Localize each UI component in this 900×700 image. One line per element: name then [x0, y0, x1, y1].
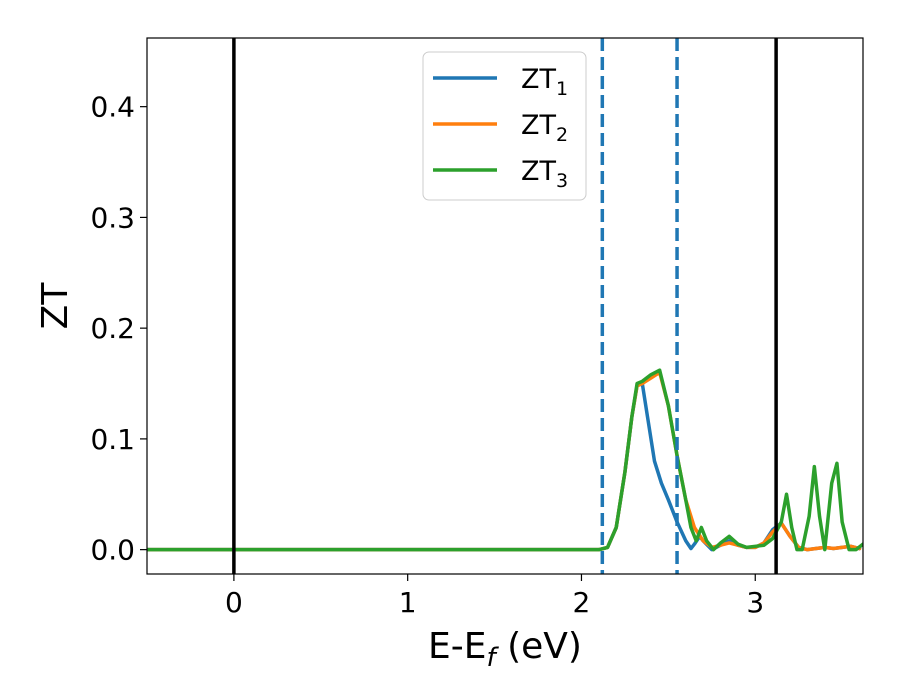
y-tick-label: 0.2 [90, 312, 135, 345]
legend-box [422, 51, 587, 201]
legend-label-zt2: ZT2 [521, 110, 568, 146]
series-line-zt2 [147, 370, 862, 552]
x-tick-label: 1 [399, 586, 417, 619]
y-tick-label: 0.3 [90, 201, 135, 234]
legend-label-zt3: ZT3 [521, 156, 568, 192]
series-line-zt3 [147, 368, 863, 552]
legend-label-zt1: ZT1 [521, 64, 568, 100]
x-tick-label: 2 [573, 586, 591, 619]
y-axis-label: ZT [35, 282, 76, 330]
y-tick-label: 0.4 [90, 91, 135, 124]
x-tick-label: 0 [225, 586, 243, 619]
plot-content [147, 38, 863, 574]
y-axis-ticks: 0.0 0.1 0.2 0.3 0.4 [90, 91, 147, 567]
legend: ZT1 ZT2 ZT3 [422, 51, 587, 201]
x-axis-ticks: 0 1 2 3 [225, 574, 764, 619]
x-tick-label: 3 [746, 586, 764, 619]
plot-frame [146, 37, 864, 575]
series-line-zt1 [147, 381, 862, 552]
y-tick-label: 0.0 [90, 534, 135, 567]
x-axis-label: E-Ef (eV) [428, 626, 582, 673]
y-tick-label: 0.1 [90, 423, 135, 456]
